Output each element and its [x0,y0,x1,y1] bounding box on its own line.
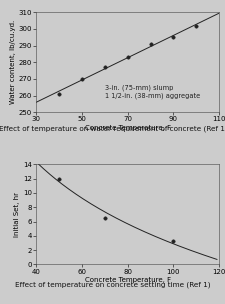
Text: 3-in. (75-mm) slump
1 1/2-in. (38-mm) aggregate: 3-in. (75-mm) slump 1 1/2-in. (38-mm) ag… [104,85,199,99]
Y-axis label: Initial Set, hr: Initial Set, hr [14,192,20,237]
X-axis label: Concrete Temperature, F: Concrete Temperature, F [84,278,170,283]
Text: Effect of temperature on water requirement of concrete (Ref 1): Effect of temperature on water requireme… [0,126,225,133]
X-axis label: Concrete Temperature, F: Concrete Temperature, F [84,125,170,131]
Y-axis label: Water content, lb/cu.yd.: Water content, lb/cu.yd. [10,20,16,104]
Text: Effect of temperature on concrete setting time (Ref 1): Effect of temperature on concrete settin… [15,281,210,288]
